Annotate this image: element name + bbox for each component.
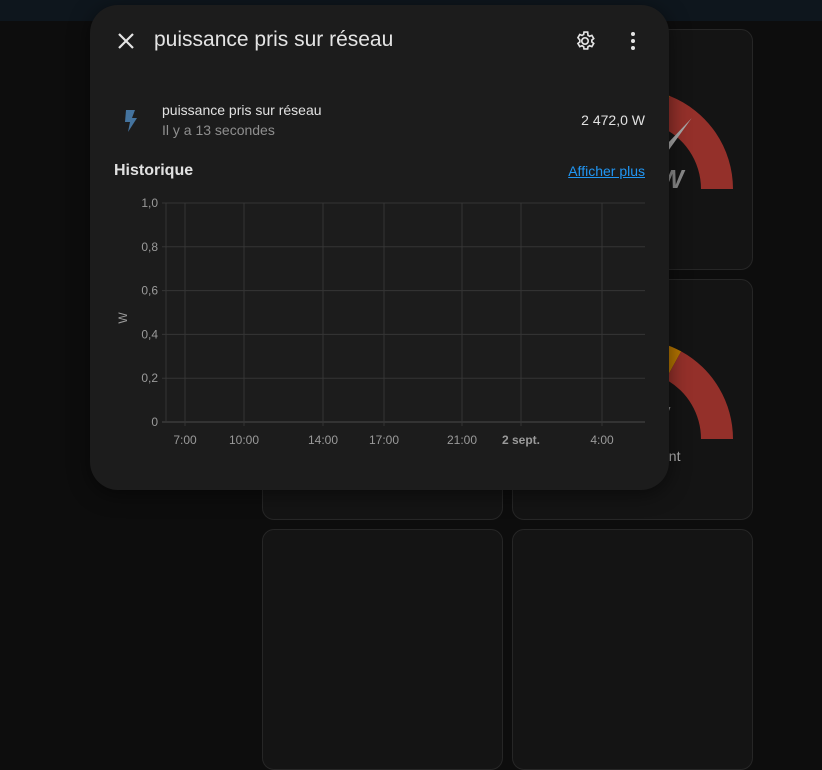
menu-button[interactable] <box>619 27 647 55</box>
y-tick-label: 0,2 <box>141 371 158 385</box>
x-tick-label: 17:00 <box>369 433 399 447</box>
gauge-critical-segment <box>665 351 733 439</box>
gauge-critical-segment <box>658 96 733 189</box>
y-tick-label: 0,6 <box>141 284 158 298</box>
x-tick-label: 10:00 <box>229 433 259 447</box>
x-tick-label: 7:00 <box>173 433 197 447</box>
y-tick-label: 1,0 <box>141 196 158 210</box>
dashboard-card[interactable] <box>512 529 753 770</box>
settings-button[interactable] <box>571 27 599 55</box>
dialog-title: puissance pris sur réseau <box>154 28 394 51</box>
y-tick-label: 0,8 <box>141 240 158 254</box>
history-title: Historique <box>114 162 194 179</box>
show-more-link[interactable]: Afficher plus <box>568 163 645 179</box>
x-tick-label: 2 sept. <box>502 433 540 447</box>
y-tick-label: 0 <box>151 415 158 429</box>
close-button[interactable] <box>112 27 140 55</box>
y-tick-label: 0,4 <box>141 327 158 341</box>
dots-vertical-icon <box>631 32 635 50</box>
x-tick-label: 21:00 <box>447 433 477 447</box>
x-tick-label: 14:00 <box>308 433 338 447</box>
entity-state: 2 472,0 W <box>581 112 645 128</box>
x-tick-label: 4:00 <box>590 433 614 447</box>
close-icon <box>118 33 134 49</box>
entity-last-changed[interactable]: Il y a 13 secondes <box>162 122 275 138</box>
history-chart[interactable]: 1,0 0,8 0,6 0,4 0,2 0 7:00 10:00 14:00 17:00 21:00… <box>90 5 669 465</box>
dashboard-card[interactable] <box>262 529 503 770</box>
more-info-dialog: puissance pris sur réseau puissance pris… <box>90 5 669 490</box>
entity-name: puissance pris sur réseau <box>162 102 322 118</box>
y-axis-label: W <box>116 312 130 324</box>
lightning-bolt-icon <box>125 110 137 132</box>
gear-icon <box>576 31 595 50</box>
